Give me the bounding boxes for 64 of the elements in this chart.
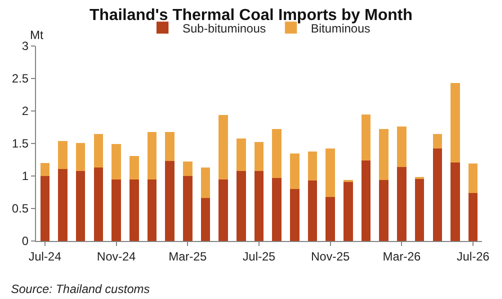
bar [94, 134, 104, 168]
bar [397, 166, 406, 241]
y-tick-label: 1 [22, 169, 29, 184]
bar [58, 168, 68, 241]
bar [397, 126, 406, 167]
y-tick-label: 2.5 [12, 72, 29, 86]
bar [200, 168, 210, 198]
bar [40, 163, 50, 176]
bar [379, 180, 389, 241]
bar [183, 162, 192, 176]
bar [76, 142, 86, 171]
bar [165, 161, 174, 241]
bar [450, 162, 460, 241]
bar [254, 170, 264, 241]
bar [326, 196, 335, 241]
bar [432, 148, 442, 241]
bar [272, 178, 282, 241]
source-note: Source: Thailand customs [11, 282, 150, 296]
y-tick-label: 1.5 [12, 136, 29, 151]
bar [468, 192, 478, 241]
bar [236, 170, 246, 241]
x-tick-label: Nov-24 [96, 249, 136, 264]
y-tick-label: 2 [22, 104, 29, 118]
bar [200, 198, 210, 241]
x-tick-label: Nov-25 [311, 249, 350, 264]
bar [94, 168, 104, 241]
bar [76, 170, 86, 241]
bar [236, 138, 246, 171]
bar [165, 132, 174, 162]
bar [112, 179, 121, 241]
bar [40, 176, 50, 241]
bar [361, 160, 371, 241]
bar [308, 151, 318, 181]
bar [129, 156, 139, 180]
bar [361, 114, 371, 160]
bar [290, 153, 300, 189]
y-tick-label: 3 [22, 39, 29, 54]
y-axis-title: Mt [30, 28, 44, 42]
bar [183, 176, 192, 241]
x-tick-label: Jul-26 [456, 249, 490, 264]
bar [218, 179, 228, 241]
bar [290, 189, 300, 241]
bar [58, 140, 68, 169]
bar [308, 180, 318, 241]
x-tick-label: Jul-24 [28, 249, 62, 264]
bar [147, 179, 157, 241]
x-tick-label: Jul-25 [242, 249, 276, 264]
y-tick-label: 0 [22, 234, 29, 248]
bar [272, 129, 282, 178]
bar [326, 148, 335, 197]
bar [218, 114, 228, 180]
x-tick-label: Mar-25 [168, 249, 207, 264]
bar [414, 178, 424, 241]
bar [254, 142, 264, 171]
x-tick-label: Mar-26 [382, 249, 422, 264]
bar [379, 129, 389, 180]
bar [129, 179, 139, 241]
bar [147, 132, 157, 180]
bar [344, 182, 353, 241]
bar [112, 144, 121, 180]
y-tick-label: 0.5 [12, 202, 29, 216]
bar [432, 134, 442, 149]
bar [450, 83, 460, 162]
bar [468, 164, 478, 193]
